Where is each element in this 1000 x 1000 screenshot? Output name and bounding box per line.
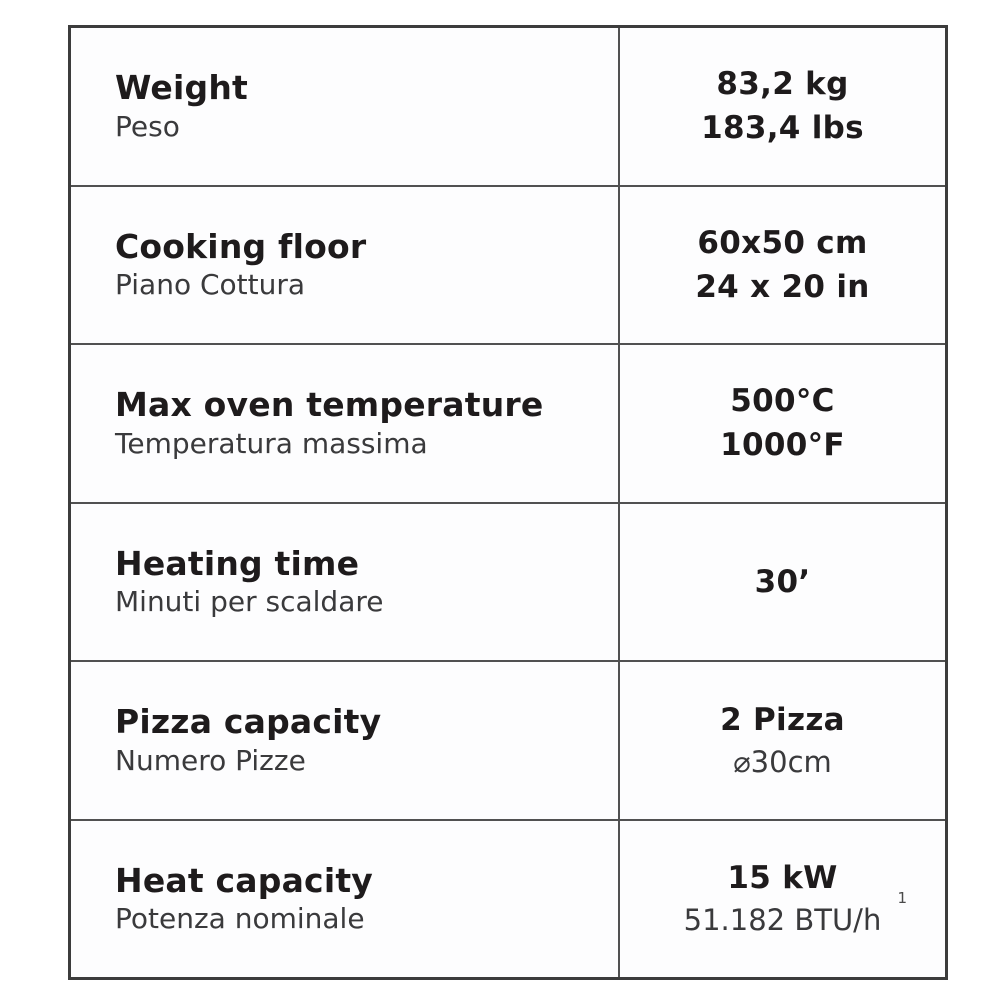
value-imperial: 183,4 lbs — [701, 110, 864, 147]
row-label-en: Weight — [115, 68, 249, 108]
row-label-it: Minuti per scaldare — [115, 585, 384, 619]
value-metric: 15 kW — [727, 860, 838, 897]
table-row-pizza-capacity: Pizza capacity Numero Pizze 2 Pizza ⌀30c… — [71, 662, 945, 821]
value-diameter: ⌀30cm — [733, 744, 832, 779]
row-label-en: Cooking floor — [115, 226, 367, 266]
label-cell-heat-capacity: Heat capacity Potenza nominale — [71, 820, 620, 977]
table-row-heat-capacity: Heat capacity Potenza nominale 15 kW 51.… — [71, 820, 945, 978]
label-cell-pizza-capacity: Pizza capacity Numero Pizze — [71, 662, 620, 819]
value-cell-heat-capacity: 15 kW 51.182 BTU/h 1 — [620, 821, 945, 978]
value-imperial: 51.182 BTU/h — [683, 903, 882, 938]
label-cell-heating-time: Heating time Minuti per scaldare — [71, 503, 620, 660]
specifications-table: Weight Peso 83,2 kg 183,4 lbs Cooking fl… — [68, 25, 948, 980]
value-imperial: 24 x 20 in — [695, 268, 870, 305]
footnote-marker: 1 — [897, 888, 907, 907]
row-label-it: Peso — [115, 109, 180, 143]
value-cell-weight: 83,2 kg 183,4 lbs — [620, 28, 945, 185]
label-cell-max-temperature: Max oven temperature Temperatura massima — [71, 345, 620, 502]
label-cell-weight: Weight Peso — [71, 28, 620, 185]
value-cell-max-temperature: 500°C 1000°F — [620, 345, 945, 502]
row-label-en: Heating time — [115, 543, 360, 583]
value-cell-heating-time: 30’ — [620, 504, 945, 661]
value-metric: 30’ — [754, 563, 811, 600]
value-cell-pizza-capacity: 2 Pizza ⌀30cm — [620, 662, 945, 819]
value-imperial: 1000°F — [720, 427, 845, 464]
value-metric: 60x50 cm — [697, 224, 868, 261]
row-label-en: Pizza capacity — [115, 702, 382, 742]
value-cell-cooking-floor: 60x50 cm 24 x 20 in — [620, 187, 945, 344]
row-label-it: Piano Cottura — [115, 268, 306, 302]
row-label-it: Potenza nominale — [115, 902, 365, 936]
value-metric: 2 Pizza — [720, 701, 845, 738]
row-label-it: Numero Pizze — [115, 743, 306, 777]
table-row-weight: Weight Peso 83,2 kg 183,4 lbs — [71, 28, 945, 187]
label-cell-cooking-floor: Cooking floor Piano Cottura — [71, 186, 620, 343]
table-row-max-temperature: Max oven temperature Temperatura massima… — [71, 345, 945, 504]
row-label-en: Max oven temperature — [115, 385, 544, 425]
table-row-heating-time: Heating time Minuti per scaldare 30’ — [71, 503, 945, 662]
table-row-cooking-floor: Cooking floor Piano Cottura 60x50 cm 24 … — [71, 186, 945, 345]
value-metric: 83,2 kg — [716, 66, 849, 103]
value-metric: 500°C — [730, 383, 835, 420]
row-label-it: Temperatura massima — [115, 426, 428, 460]
row-label-en: Heat capacity — [115, 860, 374, 900]
